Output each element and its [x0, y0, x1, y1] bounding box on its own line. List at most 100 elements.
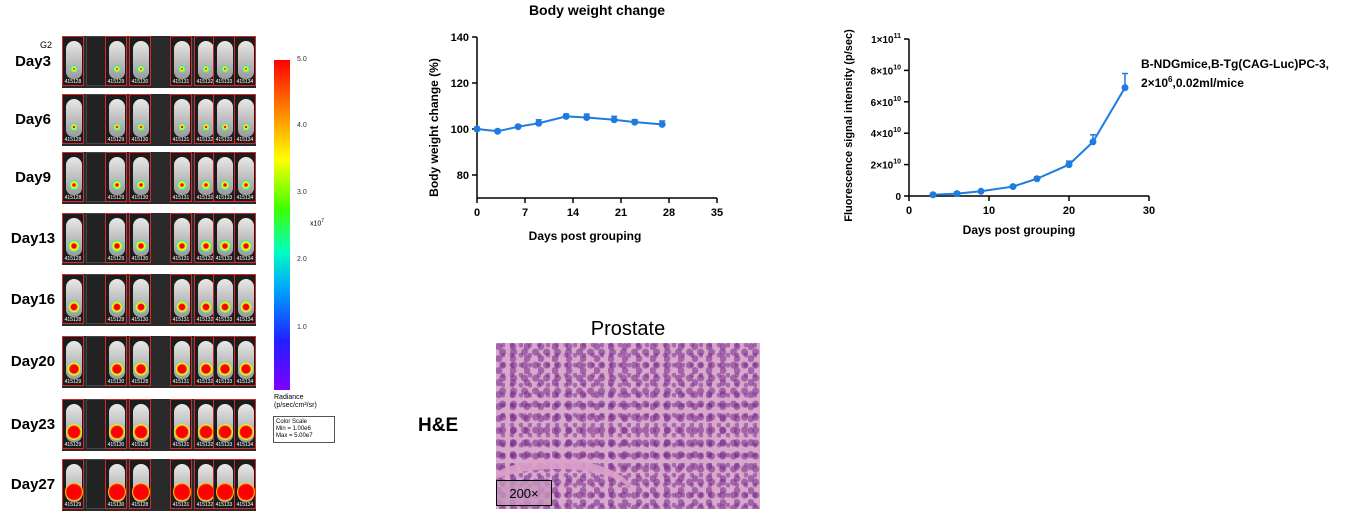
y-tick-exponent: 10	[893, 96, 901, 103]
color-scale-tick: 4.0	[297, 122, 307, 129]
signal-spot	[238, 361, 254, 377]
mouse-image	[109, 41, 125, 79]
mouse-cell: 415134	[234, 459, 256, 509]
mouse-image	[217, 41, 233, 79]
mouse-id: 415133	[215, 79, 233, 85]
mouse-id: 415131	[172, 442, 190, 448]
day-label: Day13	[10, 230, 56, 247]
mouse-id: 415129	[64, 379, 82, 385]
color-scale-legend: Color Scale Min = 1.00e6 Max = 5.00e7	[273, 416, 335, 443]
signal-spot	[240, 240, 252, 252]
signal-spot	[108, 483, 126, 501]
mouse-image	[133, 41, 149, 79]
mouse-cell: 415128	[62, 274, 84, 324]
mouse-cell: 415130	[105, 399, 127, 449]
mouse-id: 415130	[131, 79, 149, 85]
color-scale-bar	[274, 60, 290, 390]
y-tick-label: 120	[451, 78, 469, 90]
mouse-cell: 415130	[129, 152, 151, 202]
color-scale-tick: 5.0	[297, 56, 307, 63]
signal-spot	[133, 361, 149, 377]
y-tick-label: 1×1011	[871, 33, 901, 46]
mouse-id: 415134	[236, 79, 254, 85]
mouse-id: 415128	[131, 442, 149, 448]
y-tick-exponent: 10	[893, 159, 901, 166]
mouse-id: 415130	[131, 195, 149, 201]
y-tick-exponent: 10	[893, 127, 901, 134]
mouse-id: 415134	[236, 379, 254, 385]
signal-spot	[112, 180, 122, 190]
data-point	[562, 112, 570, 120]
color-scale-tick: 1.0	[297, 324, 307, 331]
signal-spot	[113, 65, 121, 73]
data-point	[473, 125, 481, 133]
data-point	[977, 187, 985, 195]
imaging-strip: 415128 415129 415130 415131 415132 415133 4151…	[62, 274, 256, 326]
signal-spot	[221, 65, 229, 73]
y-tick-label: 80	[457, 170, 469, 182]
mouse-id: 415133	[215, 317, 233, 323]
series-line	[932, 87, 1126, 196]
signal-spot	[111, 240, 123, 252]
signal-spot	[239, 300, 253, 314]
signal-spot	[220, 122, 230, 132]
mouse-cell: 415130	[129, 36, 151, 86]
mouse-cell: 415130	[105, 336, 127, 386]
mouse-id: 415132	[196, 256, 214, 262]
imaging-strip: 415129 415130 415128 415131 415132 415133 4151…	[62, 399, 256, 451]
annotation-line2-pre: 2×10	[1141, 76, 1168, 90]
mouse-cell: 415134	[234, 94, 256, 144]
mouse-cell: 415129	[105, 36, 127, 86]
x-tick-label: 14	[567, 207, 580, 219]
signal-spot	[109, 361, 125, 377]
signal-spot	[67, 300, 81, 314]
imaging-strip: 415129 415130 415128 415131 415132 415133 4151…	[62, 336, 256, 388]
data-point	[1009, 183, 1017, 191]
mouse-id: 415132	[196, 442, 214, 448]
mouse-id: 415131	[172, 79, 190, 85]
mouse-cell: 415128	[129, 336, 151, 386]
y-tick-label: 6×1010	[871, 96, 901, 109]
mouse-id: 415128	[64, 256, 82, 262]
mouse-cell: 415130	[129, 94, 151, 144]
data-point	[929, 191, 937, 199]
mouse-cell: 415131	[170, 36, 192, 86]
mouse-id: 415129	[107, 317, 125, 323]
mouse-cell: 415133	[213, 274, 235, 324]
signal-spot	[217, 424, 233, 440]
mouse-image	[217, 99, 233, 137]
data-point	[610, 116, 618, 124]
mouse-cell: 415129	[105, 152, 127, 202]
signal-spot	[241, 122, 251, 132]
mouse-cell: 415133	[213, 152, 235, 202]
signal-spot	[220, 180, 230, 190]
signal-spot	[110, 300, 124, 314]
mouse-cell: 415128	[62, 152, 84, 202]
mouse-image	[238, 41, 254, 79]
data-point	[631, 118, 639, 126]
y-tick-mantissa: 8×10	[871, 66, 894, 77]
group-label: G2	[40, 40, 53, 50]
signal-spot	[112, 122, 122, 132]
mouse-id: 415128	[64, 195, 82, 201]
y-axis-label: Fluorescence signal intensity (p/sec)	[843, 29, 855, 222]
y-tick-mantissa: 1×10	[871, 35, 894, 46]
mouse-cell: 415131	[170, 336, 192, 386]
mouse-id: 415131	[172, 137, 190, 143]
mouse-id: 415128	[64, 137, 82, 143]
mouse-cell: 415128	[129, 459, 151, 509]
day-label: Day23	[10, 416, 56, 433]
mouse-id: 415129	[107, 79, 125, 85]
signal-spot	[173, 483, 191, 501]
magnification-label: 200×	[496, 480, 552, 506]
mouse-image	[198, 41, 214, 79]
color-scale-tick: 3.0	[297, 189, 307, 196]
signal-spot	[66, 424, 82, 440]
x-tick-label: 20	[1063, 205, 1075, 217]
mouse-cell: 415129	[105, 274, 127, 324]
mouse-cell: 415133	[213, 36, 235, 86]
mouse-cell: 415134	[234, 336, 256, 386]
mouse-id: 415132	[196, 79, 214, 85]
mouse-id: 415130	[107, 502, 125, 508]
imaging-strip: 415128 415129 415130 415131 415132 415133 4151…	[62, 213, 256, 265]
